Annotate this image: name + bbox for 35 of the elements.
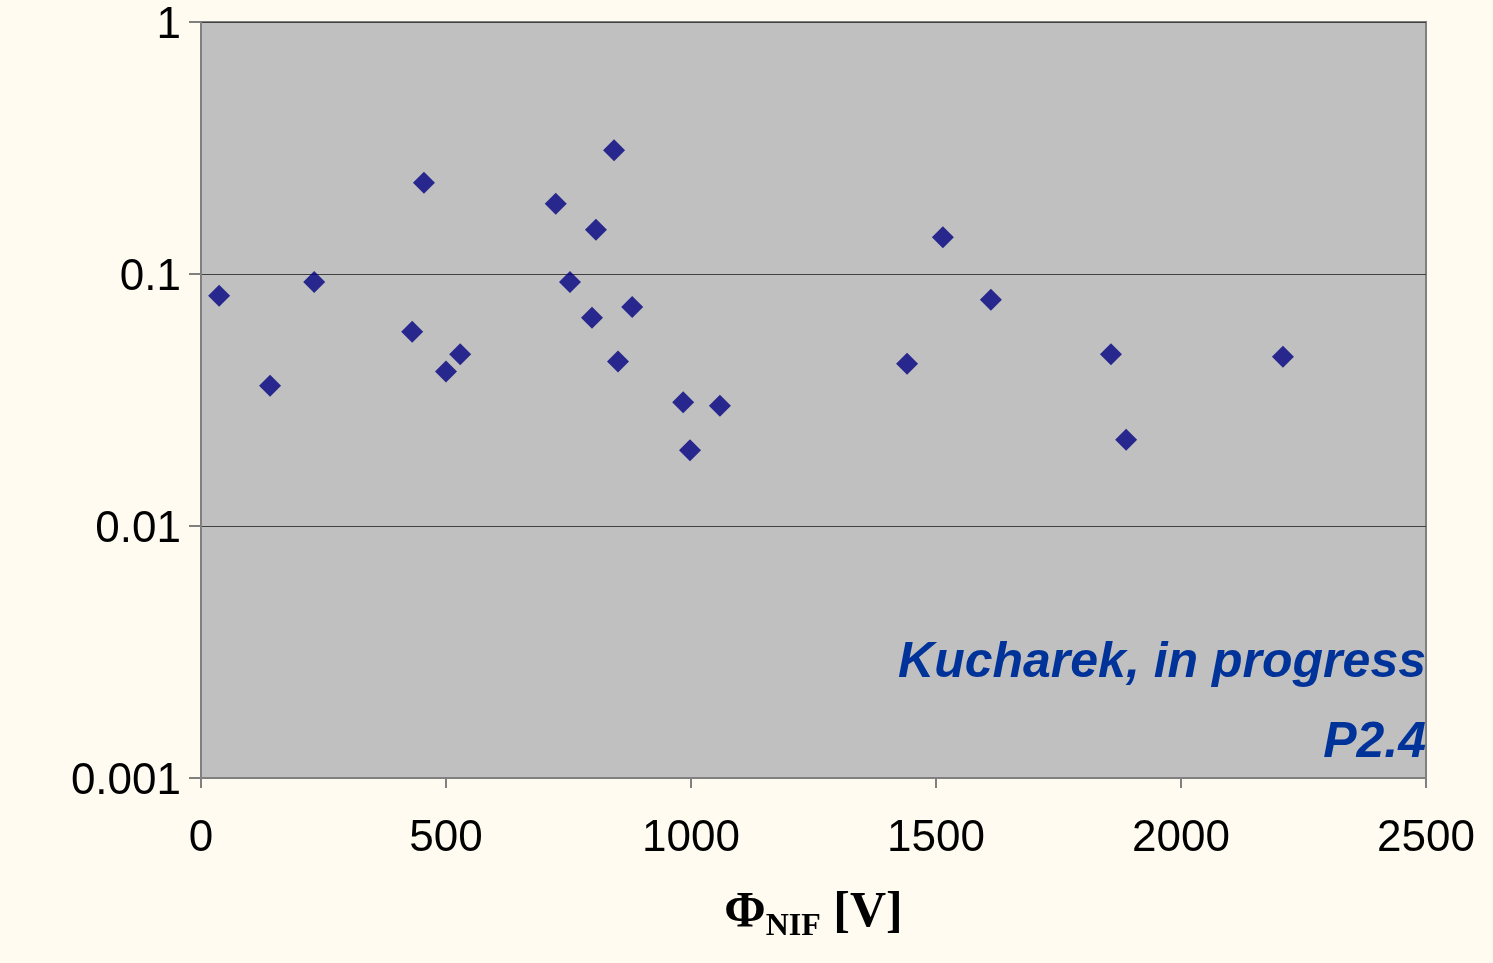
point	[544, 192, 567, 215]
point	[672, 391, 695, 414]
point	[208, 284, 231, 307]
point	[412, 171, 435, 194]
x-tick-label: 2000	[1132, 810, 1230, 860]
point	[979, 288, 1002, 311]
x-tick-label: 0	[188, 810, 214, 860]
point	[708, 394, 731, 417]
point	[581, 306, 604, 329]
y-tick-label: 0.001	[70, 753, 181, 803]
annotation: Kucharek, in progress	[898, 632, 1427, 688]
x-tick-label: 500	[409, 810, 483, 860]
point	[435, 360, 457, 383]
x-tick-label: 1000	[642, 810, 740, 860]
point	[679, 439, 702, 462]
y-tick-label: 0.1	[119, 249, 181, 299]
point	[606, 350, 629, 373]
point	[259, 374, 282, 397]
point	[401, 320, 424, 343]
point	[1099, 343, 1122, 366]
x-tick-label: 2500	[1377, 810, 1475, 860]
point	[303, 270, 326, 293]
point	[584, 218, 607, 241]
point	[1271, 345, 1294, 368]
point	[603, 139, 626, 162]
point	[621, 295, 644, 318]
point	[449, 343, 472, 366]
point	[896, 352, 919, 375]
x-tick-label: 1500	[887, 810, 985, 860]
point	[1115, 428, 1138, 451]
point	[558, 270, 581, 293]
annotation: P2.4	[1323, 712, 1426, 768]
point	[931, 226, 954, 249]
y-tick-label: 1	[156, 0, 181, 47]
y-tick-label: 0.01	[95, 501, 181, 551]
